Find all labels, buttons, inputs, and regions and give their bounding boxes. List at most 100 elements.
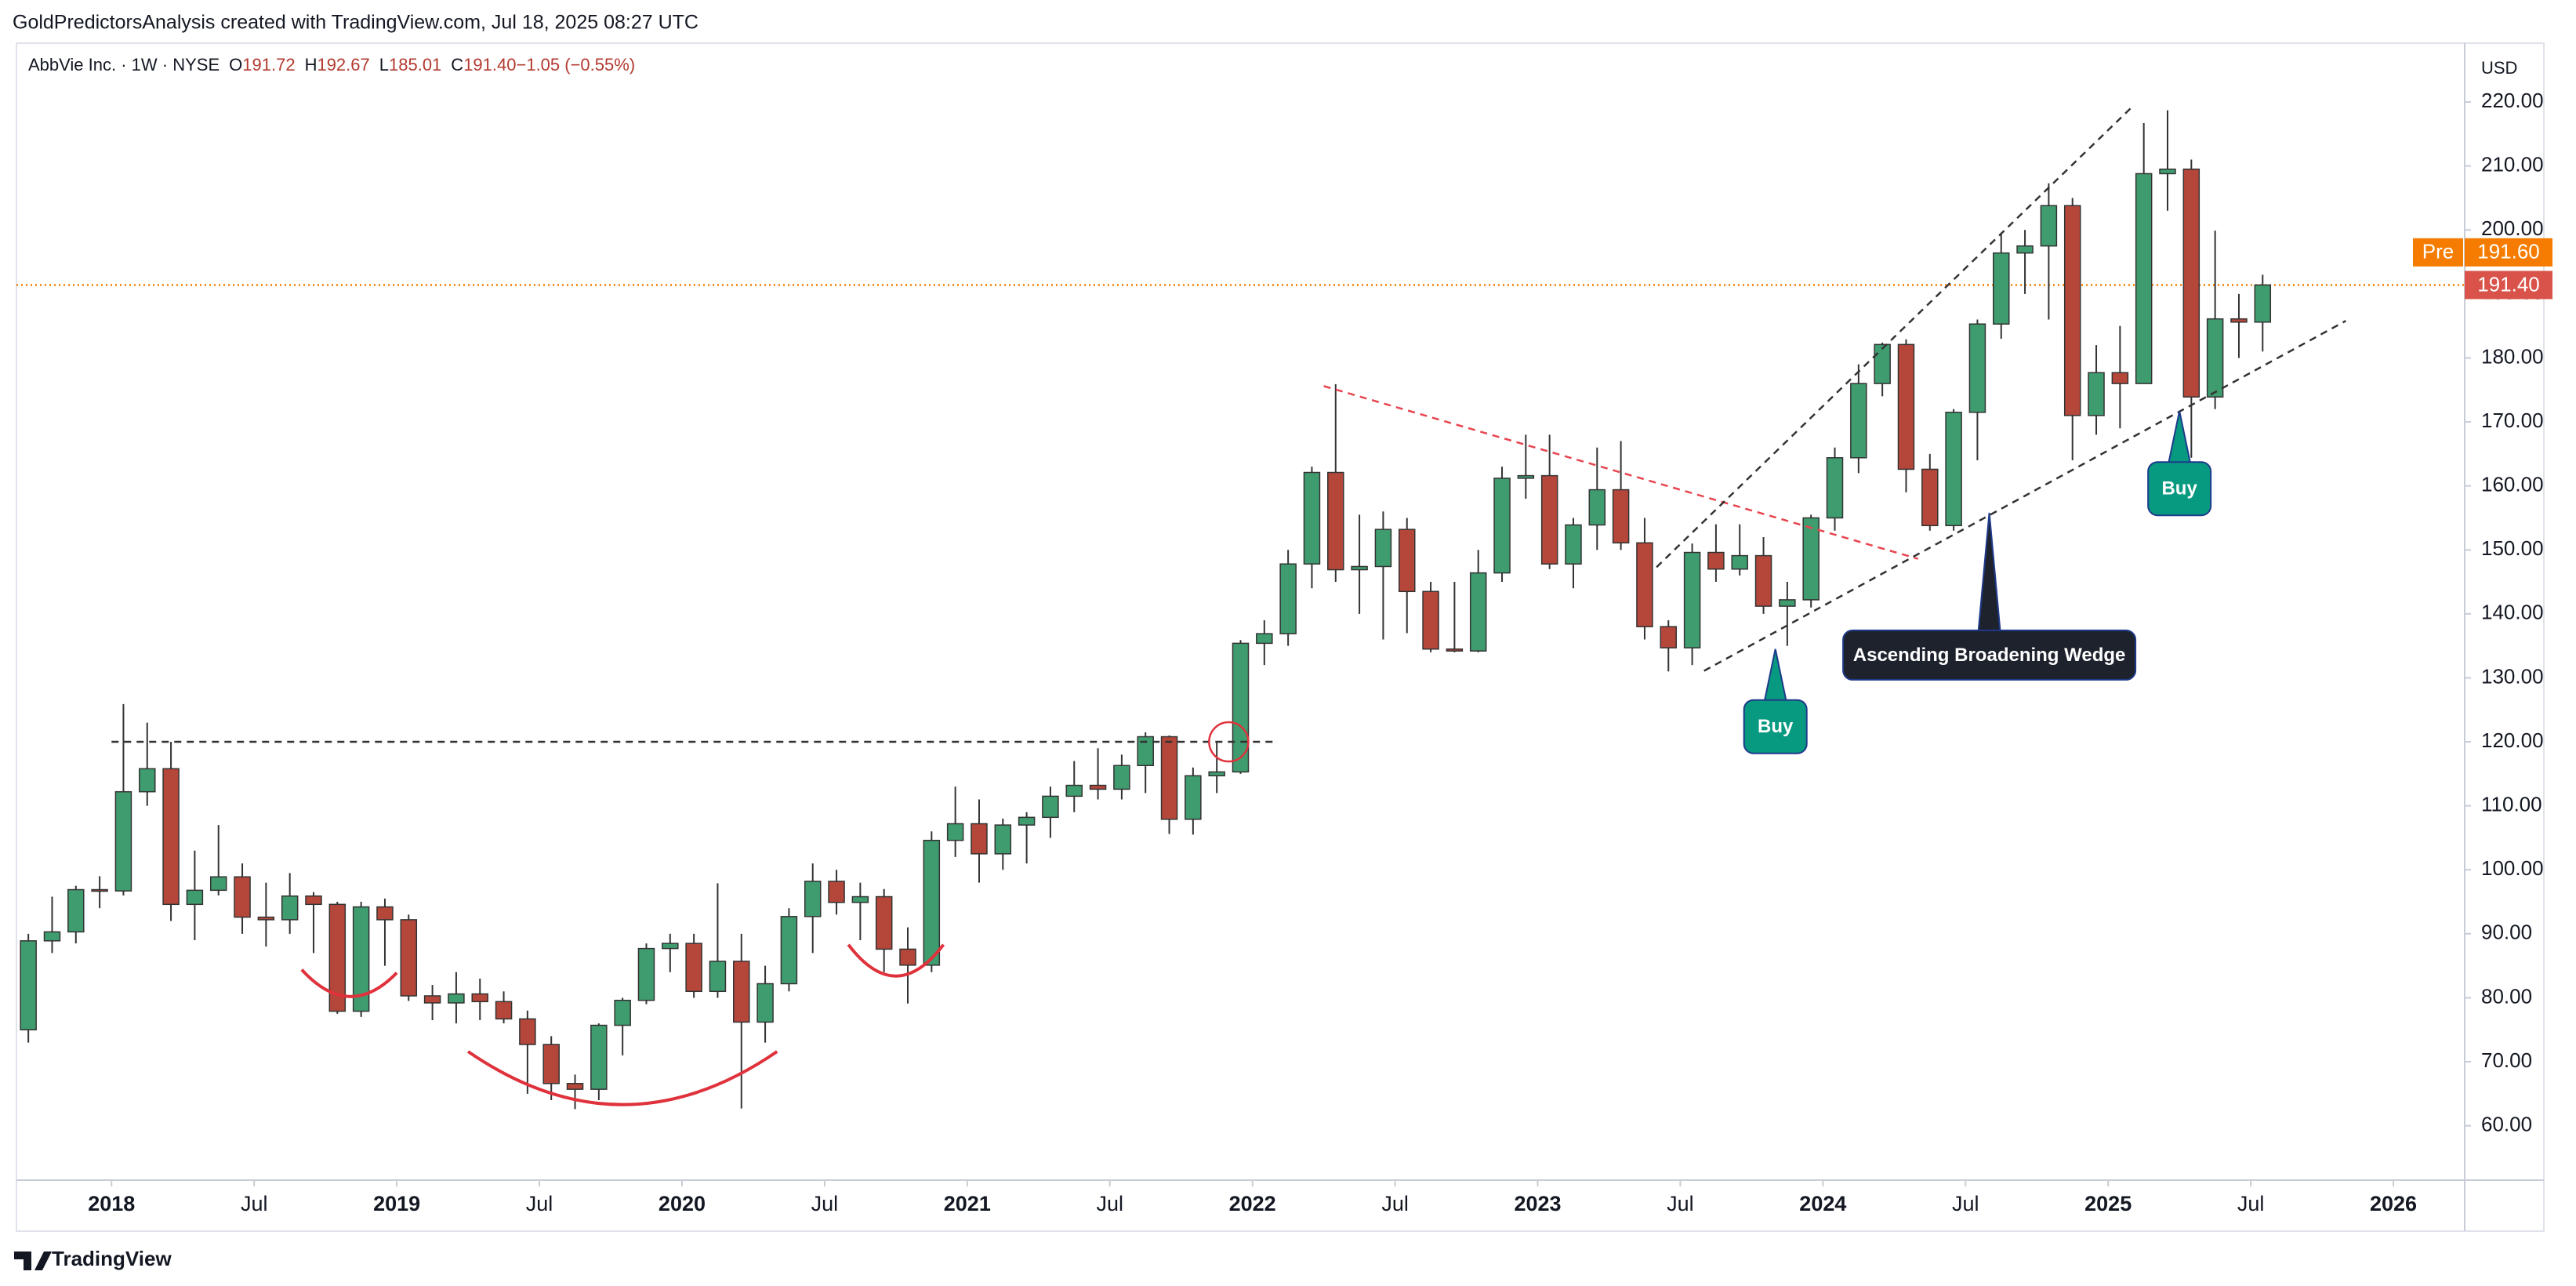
legend-key: H [305,55,317,74]
y-tick-label: 180.00 [2481,344,2544,368]
legend-value: −1.05 (−0.55%) [516,55,635,74]
candle-body [20,940,37,1030]
candle-body [1779,599,1796,607]
candle-body [1279,563,1297,634]
callout-pointer [2167,410,2192,465]
candle-body [114,790,132,892]
candle-body [2206,318,2224,398]
candle-body [946,823,964,841]
x-tick-label: 2019 [373,1192,420,1215]
y-tick-label: 220.00 [2481,89,2544,112]
candle-body [2182,168,2200,398]
candle-body [1065,784,1083,797]
candle-body [1565,524,1582,565]
candle-body [614,999,631,1026]
price-label: 191.40 [2477,272,2540,296]
y-tick-label: 140.00 [2481,601,2544,624]
candle-body [234,876,251,918]
candle-body [2135,173,2153,384]
candle-body [2063,205,2081,416]
candle-body [1208,771,1225,777]
price-tag: Pre [2422,240,2454,263]
y-tick-label: 160.00 [2481,473,2544,496]
callout-label: Buy [2161,478,2197,500]
candle-body [1042,795,1059,819]
candle-body [1802,517,1820,601]
candle-body [994,824,1012,855]
candle-body [1850,383,1867,459]
candle-body [637,947,655,1001]
x-tick-label: 2023 [1514,1192,1561,1215]
callout-label: Buy [1758,716,1794,737]
x-tick-label: 2022 [1229,1192,1276,1215]
x-tick-label: 2021 [944,1192,991,1215]
frame [16,42,2545,1232]
candle-body [1469,572,1487,652]
x-tick-label: Jul [1952,1192,1979,1215]
candle-body [1636,542,1653,627]
callout-pointer [1977,512,2001,633]
candle-body [1113,765,1130,790]
breakout-circle [1208,721,1250,763]
y-tick-label: 150.00 [2481,536,2544,560]
candle-body [851,895,869,903]
trendline [1656,106,2133,569]
ohlc-legend: AbbVie Inc. · 1W · NYSE O191.72 H192.67 L18… [28,55,635,74]
candle-body [1588,489,1606,526]
x-tick-label: Jul [1381,1192,1409,1215]
candle-body [1493,478,1511,574]
legend-key: C [451,55,463,74]
candle-body [1374,529,1392,568]
candle-body [899,948,916,966]
price-label-box [2465,238,2552,267]
callout-box [1842,629,2137,681]
candle-body [1446,648,1464,652]
candle-body [1826,457,1844,519]
candle-body [2040,205,2058,247]
candle-body [1303,471,1321,565]
x-tick-label: Jul [526,1192,553,1215]
plot [16,106,2465,1110]
x-tick-label: Jul [2237,1192,2265,1215]
arc [466,1050,778,1106]
legend-value: 191.72 [242,55,295,74]
y-tick-label: 90.00 [2481,921,2532,944]
callout-pointer [1763,648,1787,703]
y-tick-label: 200.00 [2481,216,2544,240]
currency: USD [2481,58,2517,78]
candle-body [1707,551,1725,570]
legend-value: 192.67 [317,55,369,74]
candle-body [1160,736,1178,820]
candle-body [804,881,822,917]
candle-body [43,931,61,942]
candle-body [1993,252,2010,325]
candle-body [448,993,465,1004]
trendline [1323,385,1918,560]
candle-body [257,916,275,921]
candle-body [2016,245,2034,254]
candle-body [400,919,418,997]
candle-body [542,1044,560,1084]
candle-body [1897,343,1915,470]
candle-body [1731,554,1748,570]
legend-key: L [379,55,389,74]
candle-body [2159,168,2176,175]
candle-body [1874,343,1891,384]
candle-body [1945,412,1962,527]
candle-body [471,993,488,1003]
y-tick-label: 170.00 [2481,409,2544,432]
price-label: 191.60 [2477,240,2540,263]
candle-body [1398,529,1416,593]
x-tick-label: Jul [1096,1192,1123,1215]
y-tick-label: 70.00 [2481,1048,2532,1072]
candle-body [139,768,156,793]
callout-box [1743,699,1808,754]
candle-body [1256,633,1273,645]
y-tick-label: 120.00 [2481,728,2544,752]
callout-label: Ascending Broadening Wedge [1853,645,2126,666]
x-tick-label: Jul [241,1192,268,1215]
candle-body [1612,489,1630,544]
candle-body [495,1001,513,1020]
symbol: AbbVie Inc. · 1W · NYSE [28,55,220,74]
